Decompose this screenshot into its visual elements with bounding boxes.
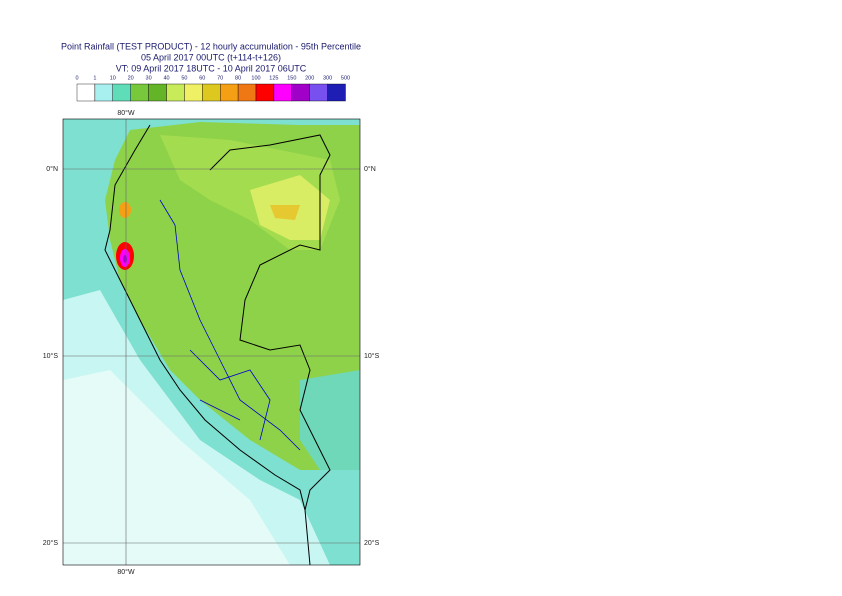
colorbar-label: 10 xyxy=(110,75,116,81)
colorbar-box xyxy=(112,83,131,102)
colorbar: 0 1 10 20 30 40 50 60 70 80 100 125 150 200 300 500 xyxy=(75,75,350,102)
colorbar-label: 70 xyxy=(217,75,223,81)
colorbar-label: 0 xyxy=(75,75,78,81)
colorbar-label: 100 xyxy=(251,75,260,81)
colorbar-label: 80 xyxy=(235,75,241,81)
colorbar-box xyxy=(184,83,203,102)
lat-label: 10°S xyxy=(43,352,59,360)
colorbar-box xyxy=(291,83,310,102)
colorbar-label: 300 xyxy=(323,75,332,81)
lat-label: 10°S xyxy=(364,352,380,360)
colorbar-box xyxy=(219,83,239,102)
title-line: VT: 09 April 2017 18UTC - 10 April 2017 … xyxy=(116,63,307,73)
lat-label: 20°S xyxy=(364,539,380,547)
colorbar-box xyxy=(273,83,292,102)
lon-label: 80°W xyxy=(117,568,135,576)
colorbar-box xyxy=(94,83,114,102)
map xyxy=(63,119,360,565)
title-line: Point Rainfall (TEST PRODUCT) - 12 hourl… xyxy=(61,41,361,51)
colorbar-box xyxy=(255,83,275,102)
colorbar-label: 500 xyxy=(341,75,350,81)
title-line: 05 April 2017 00UTC (t+114-t+126) xyxy=(141,52,281,62)
colorbar-box xyxy=(166,83,185,102)
colorbar-box xyxy=(309,83,328,102)
colorbar-box xyxy=(148,83,167,102)
colorbar-label: 125 xyxy=(269,75,278,81)
colorbar-label: 50 xyxy=(181,75,187,81)
colorbar-label: 30 xyxy=(146,75,152,81)
lon-label: 80°W xyxy=(117,109,135,117)
colorbar-label: 200 xyxy=(305,75,314,81)
colorbar-label: 60 xyxy=(199,75,205,81)
colorbar-label: 20 xyxy=(128,75,134,81)
lat-label: 0°N xyxy=(46,165,58,173)
colorbar-box xyxy=(202,83,221,102)
colorbar-label: 1 xyxy=(93,75,96,81)
lat-label: 20°S xyxy=(43,539,59,547)
colorbar-label: 40 xyxy=(163,75,169,81)
colorbar-label: 150 xyxy=(287,75,296,81)
colorbar-box xyxy=(237,83,257,102)
colorbar-box xyxy=(76,83,96,102)
colorbar-box xyxy=(327,83,346,102)
colorbar-box xyxy=(130,83,149,102)
lat-label: 0°N xyxy=(364,165,376,173)
